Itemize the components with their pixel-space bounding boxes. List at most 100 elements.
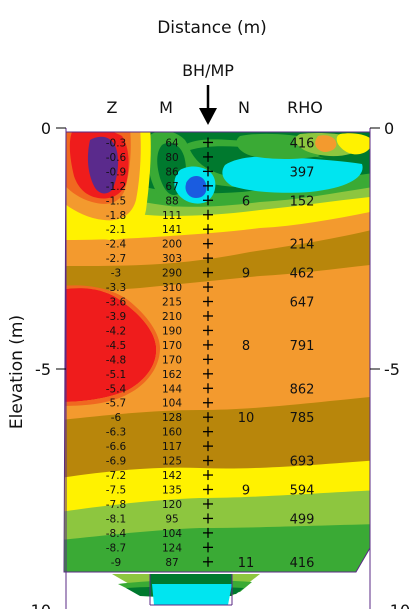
borehole-arrow bbox=[199, 85, 217, 125]
borehole-cross bbox=[203, 441, 213, 452]
m-label: 210 bbox=[162, 311, 182, 323]
m-label: 141 bbox=[162, 224, 182, 236]
borehole-crosses bbox=[203, 137, 213, 567]
borehole-cross bbox=[203, 484, 213, 495]
borehole-cross bbox=[203, 238, 213, 249]
m-label: 170 bbox=[162, 354, 182, 366]
z-label: -6.3 bbox=[106, 427, 127, 439]
borehole-cross bbox=[203, 339, 213, 350]
borehole-cross bbox=[203, 498, 213, 509]
lower-extension bbox=[112, 574, 260, 606]
z-label: -4.8 bbox=[106, 354, 127, 366]
z-label: -6.6 bbox=[106, 441, 127, 453]
m-label: 160 bbox=[162, 427, 182, 439]
rho-label: 693 bbox=[290, 455, 315, 470]
z-label: -5.4 bbox=[106, 383, 127, 395]
column-header-z: Z bbox=[107, 98, 118, 117]
z-value-labels: -0.3 -0.6 -0.9 -1.2 -1.5 -1.8 -2.1 -2.4 -2.7 -3 -3… bbox=[106, 137, 127, 568]
marker-label: BH/MP bbox=[182, 61, 234, 80]
borehole-cross bbox=[203, 137, 213, 148]
z-label: -8.7 bbox=[106, 542, 127, 554]
rho-label: 214 bbox=[290, 238, 315, 253]
n-label: 8 bbox=[242, 339, 250, 354]
z-label: -0.6 bbox=[106, 152, 127, 164]
z-label: -0.3 bbox=[106, 137, 127, 149]
right-cyan-region bbox=[222, 156, 363, 193]
borehole-cross bbox=[203, 426, 213, 437]
z-label: -8.1 bbox=[106, 513, 127, 525]
z-label: -9 bbox=[111, 557, 121, 569]
y-tick-label-left: 0 bbox=[41, 119, 51, 138]
borehole-cross bbox=[203, 397, 213, 408]
y-tick-label-right: -10 bbox=[384, 601, 409, 609]
m-label: 290 bbox=[162, 268, 182, 280]
z-label: -3.9 bbox=[106, 311, 127, 323]
m-label: 125 bbox=[162, 456, 182, 468]
n-label: 10 bbox=[238, 411, 255, 426]
m-label: 135 bbox=[162, 485, 182, 497]
rho-label: 791 bbox=[290, 339, 315, 354]
m-label: 104 bbox=[162, 398, 182, 410]
borehole-cross bbox=[203, 296, 213, 307]
m-label: 88 bbox=[165, 195, 178, 207]
section-outline bbox=[63, 131, 371, 573]
z-label: -2.4 bbox=[106, 239, 127, 251]
z-label: -6.9 bbox=[106, 456, 127, 468]
z-label: -3.3 bbox=[106, 282, 127, 294]
rho-label: 416 bbox=[290, 556, 315, 571]
borehole-cross bbox=[203, 383, 213, 394]
n-label: 9 bbox=[242, 267, 250, 282]
borehole-cross bbox=[203, 354, 213, 365]
m-label: 111 bbox=[162, 210, 182, 222]
z-label: -7.8 bbox=[106, 499, 127, 511]
m-label: 144 bbox=[162, 383, 182, 395]
z-label: -7.2 bbox=[106, 470, 127, 482]
borehole-cross bbox=[203, 180, 213, 191]
z-label: -4.2 bbox=[106, 325, 127, 337]
z-label: -2.1 bbox=[106, 224, 127, 236]
z-label: -6 bbox=[111, 412, 122, 424]
m-label: 86 bbox=[165, 166, 179, 178]
column-header-m: M bbox=[159, 98, 173, 117]
y-ticks: 0 0 -5 -5 -10 -10 bbox=[25, 119, 409, 609]
z-label: -1.8 bbox=[106, 210, 127, 222]
z-label: -5.1 bbox=[106, 369, 127, 381]
y-tick-label-right: 0 bbox=[384, 119, 394, 138]
n-label: 9 bbox=[242, 484, 250, 499]
rho-label: 152 bbox=[290, 194, 315, 209]
top-right-orange-lens bbox=[315, 135, 337, 152]
borehole-cross bbox=[203, 368, 213, 379]
m-label: 170 bbox=[162, 340, 182, 352]
chart-title: Distance (m) bbox=[157, 18, 267, 38]
borehole-cross bbox=[203, 527, 213, 538]
borehole-cross bbox=[203, 542, 213, 553]
borehole-cross bbox=[203, 253, 213, 264]
m-label: 124 bbox=[162, 542, 182, 554]
m-label: 215 bbox=[162, 297, 182, 309]
m-label: 80 bbox=[165, 152, 178, 164]
column-headers: Z M N RHO bbox=[107, 98, 323, 117]
z-label: -7.5 bbox=[106, 485, 127, 497]
borehole-cross bbox=[203, 455, 213, 466]
left-purple-core bbox=[87, 136, 119, 194]
n-label: 6 bbox=[242, 194, 250, 209]
m-label: 87 bbox=[165, 557, 178, 569]
borehole-cross bbox=[203, 195, 213, 206]
lower-green-band bbox=[64, 524, 370, 572]
borehole-cross bbox=[203, 310, 213, 321]
deep-red-region bbox=[64, 288, 157, 402]
m-label: 303 bbox=[162, 253, 182, 265]
m-label: 128 bbox=[162, 412, 182, 424]
m-label: 67 bbox=[165, 181, 178, 193]
z-label: -0.9 bbox=[106, 166, 127, 178]
z-label: -3.6 bbox=[106, 297, 127, 309]
n-label: 11 bbox=[238, 556, 255, 571]
borehole-cross bbox=[203, 513, 213, 524]
m-label: 162 bbox=[162, 369, 182, 381]
borehole-cross bbox=[203, 325, 213, 336]
rho-label: 647 bbox=[290, 296, 315, 311]
m-label: 142 bbox=[162, 470, 182, 482]
borehole-cross bbox=[203, 556, 213, 567]
y-tick-label-left: -5 bbox=[35, 360, 51, 379]
